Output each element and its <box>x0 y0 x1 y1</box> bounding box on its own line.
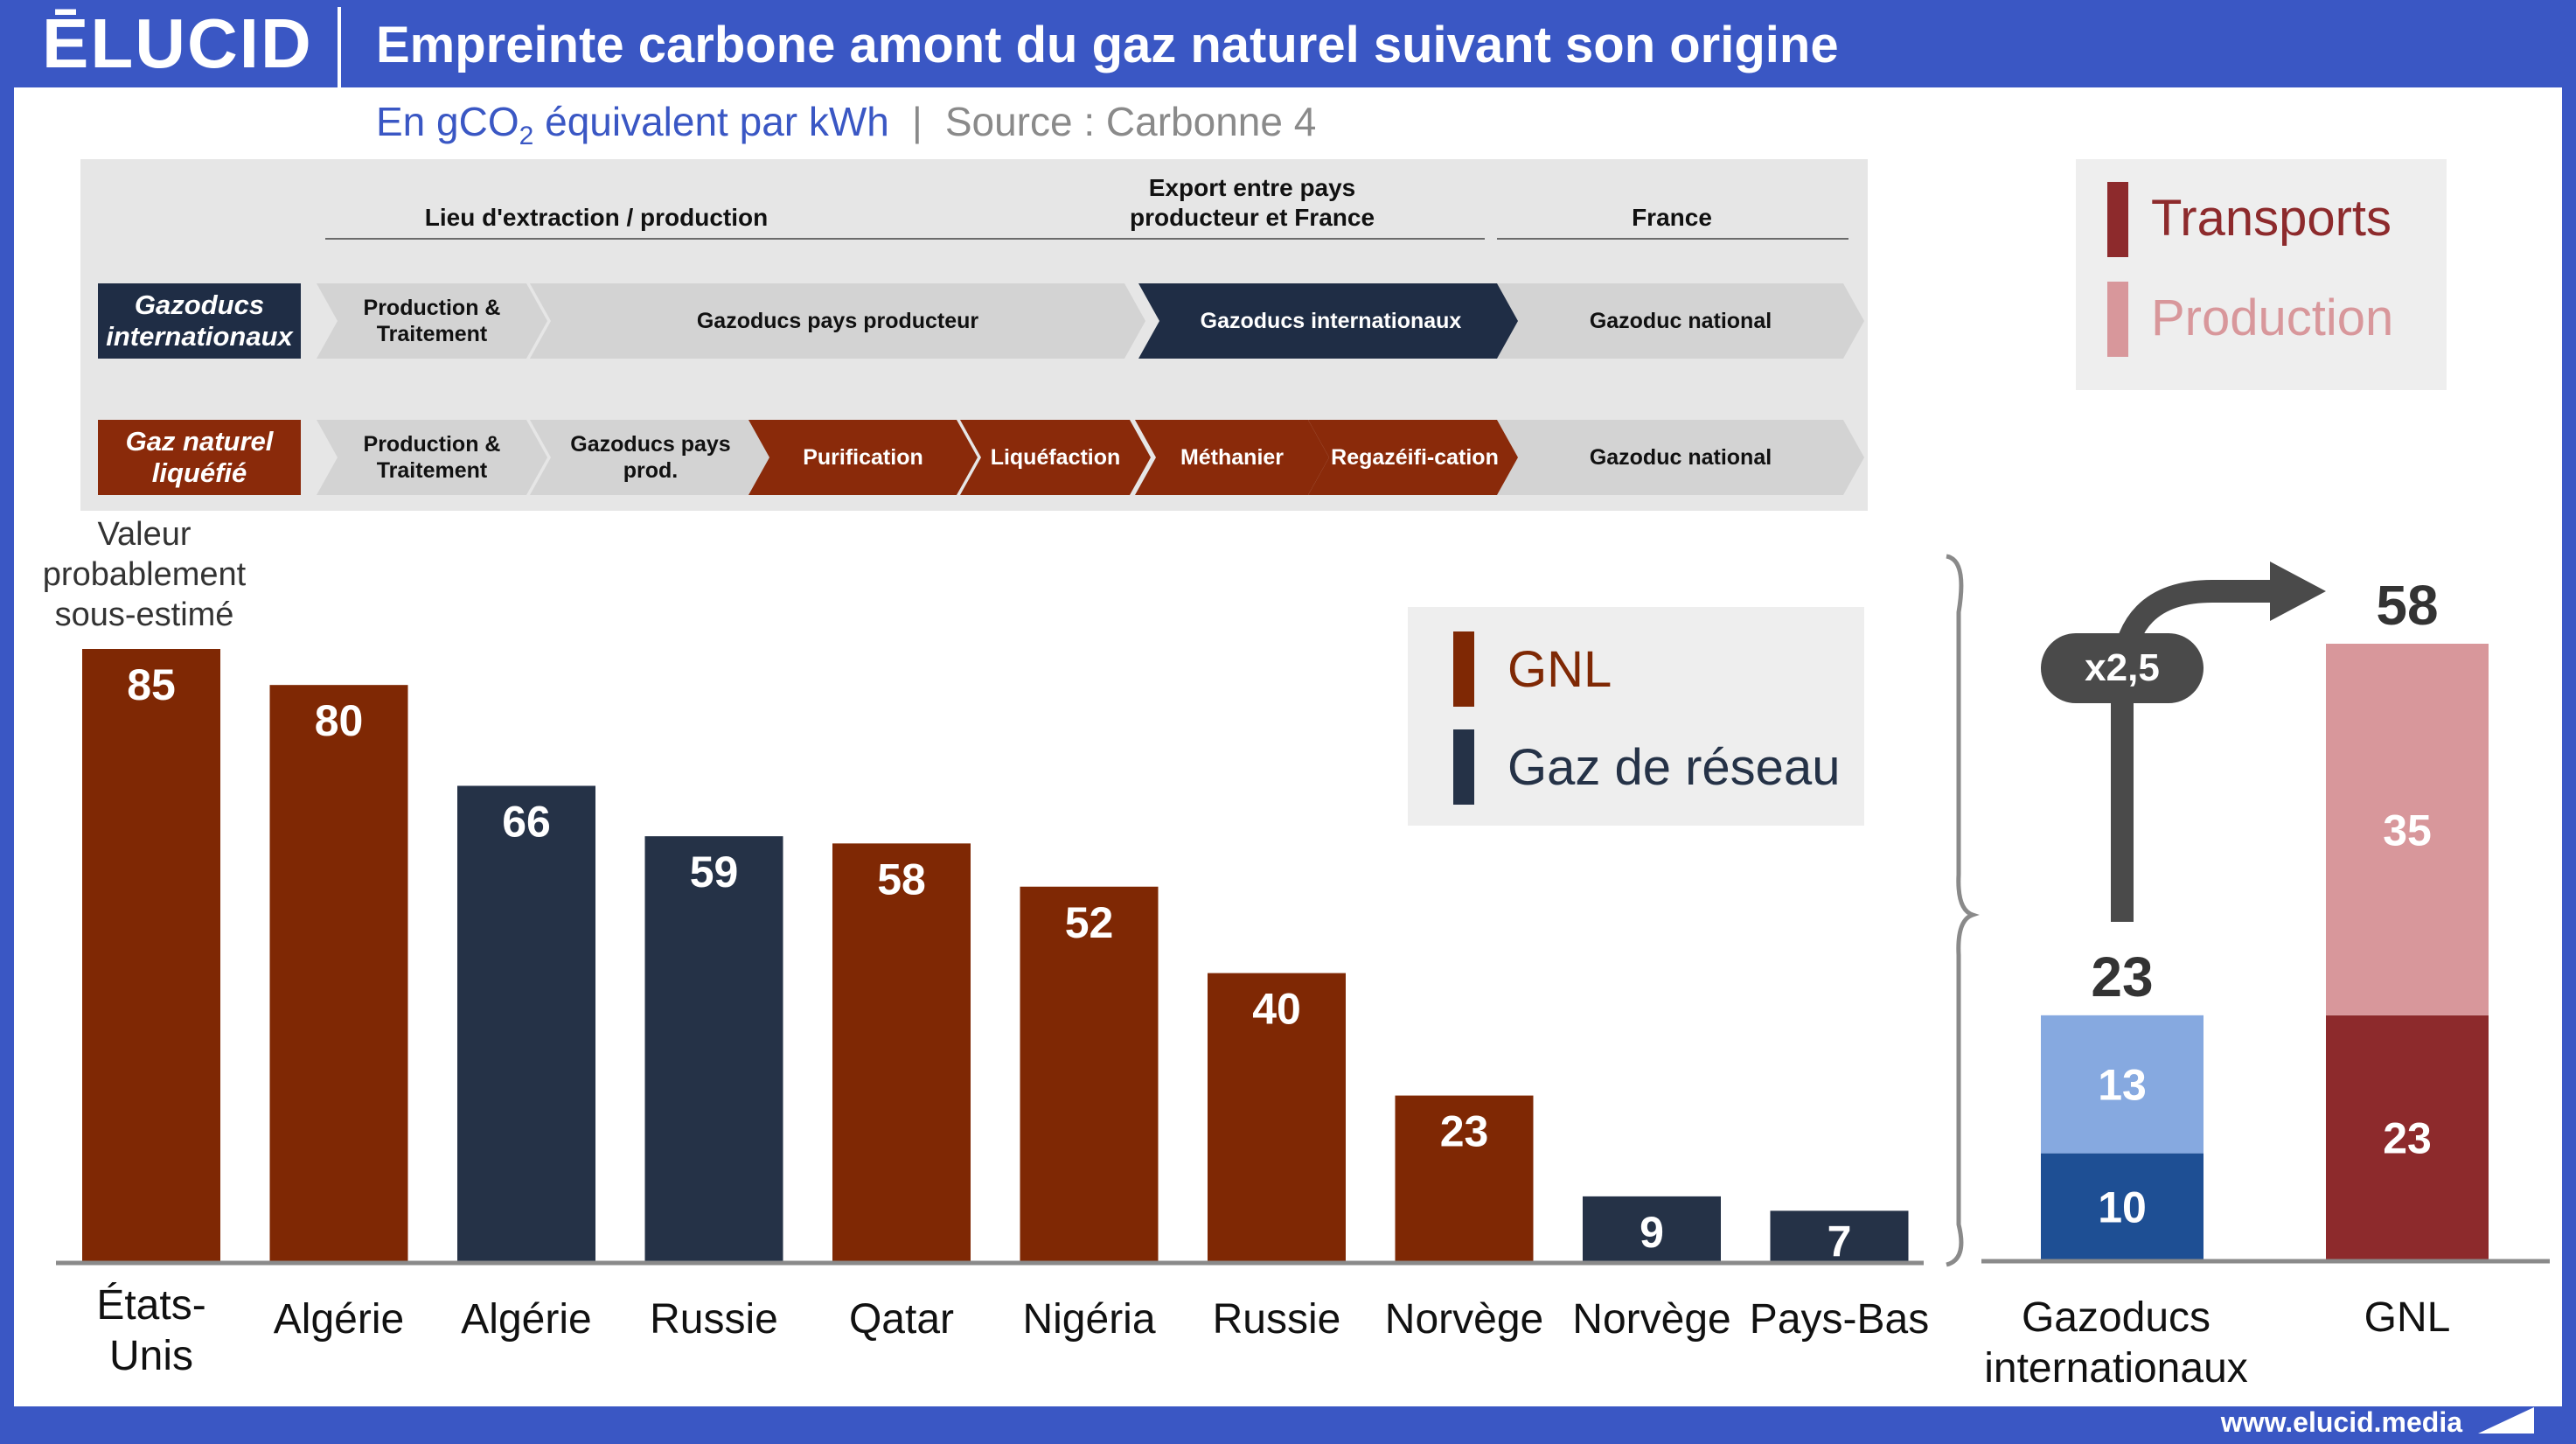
stack-total-1: 58 <box>2376 574 2438 637</box>
production-label: Production <box>2151 289 2394 346</box>
bar-1 <box>269 685 408 1261</box>
transports-label: Transports <box>2151 190 2392 247</box>
step-production-2: Production & Traitement <box>317 420 547 495</box>
bar-0 <box>82 649 220 1261</box>
bar-9 <box>1770 1210 1909 1261</box>
stack-transports-value-0: 13 <box>2098 1061 2147 1110</box>
transports-swatch <box>2107 182 2128 257</box>
category-label-6: Russie <box>1213 1296 1341 1343</box>
subtitle-separator: | <box>911 99 922 144</box>
category-label-0-line2: Unis <box>109 1333 193 1379</box>
category-label-9: Pays-Bas <box>1750 1296 1929 1343</box>
phase-export-rule <box>1133 238 1485 240</box>
side-category-label-0-line2: internationaux <box>1984 1345 2248 1392</box>
bar-value-6: 40 <box>1252 985 1301 1034</box>
header-bar: ĒLUCID Empreinte carbone amont du gaz na… <box>0 0 2576 87</box>
underestimate-note: Valeur probablement sous-estimé <box>42 516 247 633</box>
reseau-legend-label: Gaz de réseau <box>1507 739 1841 796</box>
multiplier-label: x2,5 <box>2085 646 2160 689</box>
category-label-4: Qatar <box>849 1296 954 1343</box>
category-label-2: Algérie <box>461 1296 591 1343</box>
chart-subtitle: En gCO2 équivalent par kWh | Source : Carb… <box>376 98 1316 151</box>
category-label-7: Norvège <box>1385 1296 1543 1343</box>
multiplier-badge <box>2041 633 2204 703</box>
unit-subscript: 2 <box>519 122 534 151</box>
step-gazoduc-national-1: Gazoduc national <box>1497 283 1864 359</box>
bar-value-4: 58 <box>877 855 926 903</box>
production-swatch <box>2107 282 2128 357</box>
phase-france: France <box>1632 204 1712 231</box>
bar-4 <box>832 843 971 1261</box>
bar-3 <box>644 836 783 1261</box>
row-label-gnl: Gaz naturel liquéfié <box>98 420 301 495</box>
stack-transports-1 <box>2326 644 2489 1015</box>
reseau-swatch <box>1453 729 1474 805</box>
stack-transports-0 <box>2041 1015 2204 1154</box>
category-label-5: Nigéria <box>1022 1296 1155 1343</box>
step-purification: Purification <box>748 420 978 495</box>
step-gazoducs-producteur: Gazoducs pays producteur <box>530 283 1145 359</box>
unit-prefix: En gCO <box>376 99 519 144</box>
side-legend: Transports Production <box>2076 159 2447 390</box>
logo-mark-icon <box>2478 1407 2534 1434</box>
bar-value-7: 23 <box>1440 1107 1489 1156</box>
footer-url[interactable]: www.elucid.media <box>2220 1406 2462 1438</box>
step-production-1: Production & Traitement <box>317 283 547 359</box>
unit-suffix: équivalent par kWh <box>533 99 889 144</box>
bar-value-8: 9 <box>1640 1208 1664 1257</box>
elucid-logo: ĒLUCID <box>42 4 313 82</box>
stack-production-0 <box>2041 1153 2204 1259</box>
comparison-brace <box>1946 554 1980 1267</box>
bar-value-1: 80 <box>315 696 364 745</box>
category-label-8: Norvège <box>1572 1296 1730 1343</box>
phase-export: Export entre pays producteur et France <box>1129 174 1375 231</box>
step-regazeification: Regazéifi-cation <box>1308 420 1521 495</box>
step-methanier: Méthanier <box>1135 420 1329 495</box>
side-category-label-0: Gazoducs <box>2022 1294 2210 1341</box>
bar-value-3: 59 <box>690 848 739 896</box>
bar-value-2: 66 <box>502 797 551 846</box>
step-liquefaction: Liquéfaction <box>960 420 1151 495</box>
side-category-label-1: GNL <box>2364 1294 2451 1341</box>
bar-value-9: 7 <box>1828 1217 1852 1266</box>
bar-5 <box>1020 886 1159 1261</box>
header-divider <box>338 7 341 87</box>
step-gazoducs-internationaux: Gazoducs internationaux <box>1138 283 1523 359</box>
bar-2 <box>457 785 595 1261</box>
stack-total-0: 23 <box>2091 945 2153 1008</box>
category-label-1: Algérie <box>274 1296 404 1343</box>
bar-6 <box>1208 973 1346 1261</box>
source-label: Source : Carbonne 4 <box>944 99 1317 144</box>
bar-7 <box>1395 1095 1534 1261</box>
step-gazoducs-pays-prod: Gazoducs pays prod. <box>530 420 771 495</box>
row-label-gazoducs: Gazoducs internationaux <box>98 283 301 359</box>
bar-value-0: 85 <box>127 660 176 709</box>
bar-8 <box>1583 1196 1721 1261</box>
gnl-legend-label: GNL <box>1507 641 1612 698</box>
category-label-0: États- <box>96 1282 205 1329</box>
stack-production-1 <box>2326 1015 2489 1259</box>
phase-france-rule <box>1497 238 1848 240</box>
bar-value-5: 52 <box>1065 898 1114 947</box>
gnl-swatch <box>1453 631 1474 707</box>
page-title: Empreinte carbone amont du gaz naturel s… <box>376 17 1839 73</box>
stack-production-value-0: 10 <box>2098 1182 2147 1231</box>
growth-arrow-head <box>2270 562 2326 621</box>
step-gazoduc-national-2: Gazoduc national <box>1497 420 1864 495</box>
main-legend: GNL Gaz de réseau <box>1408 607 1864 826</box>
phase-extraction: Lieu d'extraction / production <box>424 204 769 231</box>
stack-transports-value-1: 35 <box>2383 806 2432 855</box>
phase-extraction-rule <box>325 238 1191 240</box>
stack-production-value-1: 23 <box>2383 1113 2432 1162</box>
process-diagram: Lieu d'extraction / production Export en… <box>80 159 1868 511</box>
category-label-3: Russie <box>650 1296 778 1343</box>
